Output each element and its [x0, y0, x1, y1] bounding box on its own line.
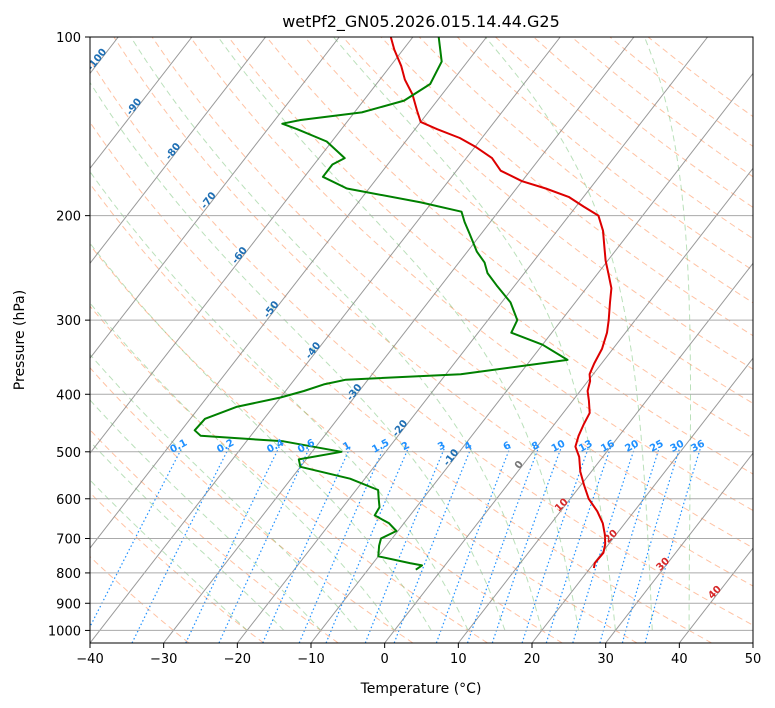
- dry-adiabat: [189, 37, 753, 512]
- dry-adiabat: [113, 37, 753, 587]
- x-tick-label: 50: [745, 652, 762, 667]
- moist-adiabat: [90, 479, 248, 631]
- pressure-gridlines: [90, 37, 753, 631]
- isotherm-line: [531, 357, 753, 643]
- isotherm-line: [90, 37, 340, 360]
- isotherm-line: [310, 72, 753, 643]
- y-axis-label: Pressure (hPa): [12, 290, 28, 390]
- y-tick-label: 800: [56, 567, 81, 582]
- dry-adiabat: [228, 37, 753, 475]
- x-tick-label: −20: [224, 652, 251, 667]
- dry-adiabat: [90, 182, 638, 643]
- mixing-ratio-line: [545, 446, 612, 643]
- mixing-ratio-line: [621, 446, 681, 643]
- mixing-ratio-line: [435, 446, 511, 643]
- dewpoint-profile-line: [193, 37, 569, 571]
- x-tick-label: 40: [671, 652, 688, 667]
- dry-adiabat: [90, 59, 753, 626]
- mixing-ratio-line: [466, 446, 540, 643]
- isotherm-line: [90, 37, 266, 265]
- mixing-ratio-line: [131, 446, 230, 643]
- x-tick-label: 10: [450, 652, 467, 667]
- moist-adiabat: [217, 37, 580, 631]
- mixing-ratio-label: 3: [436, 440, 447, 453]
- moist-adiabat: [90, 170, 469, 631]
- y-axis-ticks: 1000 900 800 700 600 500 400 300 200 100: [48, 31, 90, 639]
- dry-adiabat: [90, 555, 190, 643]
- moist-adiabat: [90, 353, 358, 631]
- isotherm-line: [457, 262, 753, 643]
- mixing-ratio-label: 2: [400, 440, 411, 453]
- mixing-ratio-line: [491, 446, 563, 643]
- moist-adiabat: [484, 37, 653, 631]
- mixing-ratio-line: [644, 446, 702, 643]
- background-lines: [90, 37, 753, 643]
- x-tick-label: 0: [381, 652, 389, 667]
- mixing-ratio-label: 6: [502, 440, 513, 453]
- x-axis-ticks: −40 −30 −20 −10 0 10 20 30 40 50: [76, 643, 761, 667]
- isotherm-line: [90, 37, 414, 454]
- plot-frame: [89, 36, 754, 644]
- mixing-ratio-label: 8: [530, 440, 541, 453]
- dry-adiabat: [380, 37, 753, 337]
- isotherm-line: [384, 167, 753, 643]
- y-tick-label: 500: [56, 446, 81, 461]
- x-tick-label: 30: [597, 652, 614, 667]
- isotherm-line: [605, 452, 753, 643]
- moist-adiabat: [90, 302, 395, 631]
- dry-adiabat: [90, 305, 488, 643]
- moist-adiabat: [644, 37, 691, 631]
- mixing-ratio-label: 4: [463, 440, 474, 453]
- isotherm-line: [90, 37, 487, 549]
- x-axis-label: Temperature (°C): [360, 681, 482, 697]
- x-tick-label: −30: [150, 652, 177, 667]
- dry-adiabat: [418, 37, 753, 304]
- mixing-ratio-line: [521, 446, 590, 643]
- mixing-ratio-line: [599, 446, 661, 643]
- y-tick-label: 900: [56, 597, 81, 612]
- isotherm-line: [90, 37, 561, 643]
- temperature-profile-line: [389, 37, 613, 569]
- moist-adiabat: [90, 81, 506, 631]
- y-tick-label: 1000: [48, 624, 81, 639]
- x-tick-label: −40: [76, 652, 103, 667]
- y-tick-label: 600: [56, 493, 81, 508]
- x-tick-label: −10: [297, 652, 324, 667]
- mixing-ratio-line: [298, 446, 385, 643]
- moist-adiabat: [130, 37, 543, 631]
- x-tick-label: 20: [524, 652, 541, 667]
- y-tick-label: 100: [56, 31, 81, 46]
- dry-adiabat: [90, 244, 563, 643]
- moist-adiabat: [333, 37, 616, 631]
- mixing-ratio-line: [185, 446, 280, 643]
- isotherm-line: [236, 37, 708, 643]
- sounding-series: [193, 37, 613, 571]
- mixing-ratio-line: [325, 446, 410, 643]
- y-tick-label: 300: [56, 314, 81, 329]
- y-tick-label: 400: [56, 388, 81, 403]
- isotherm-line: [163, 37, 635, 643]
- chart-title: wetPf2_GN05.2026.015.14.44.G25: [282, 12, 560, 32]
- y-tick-label: 700: [56, 533, 81, 548]
- moist-adiabat: [90, 440, 285, 631]
- dry-adiabat: [90, 429, 339, 643]
- mixing-ratio-line: [572, 446, 636, 643]
- y-tick-label: 200: [56, 210, 81, 225]
- mixing-ratio-label: 1: [341, 440, 352, 453]
- isotherm-line: [90, 37, 193, 170]
